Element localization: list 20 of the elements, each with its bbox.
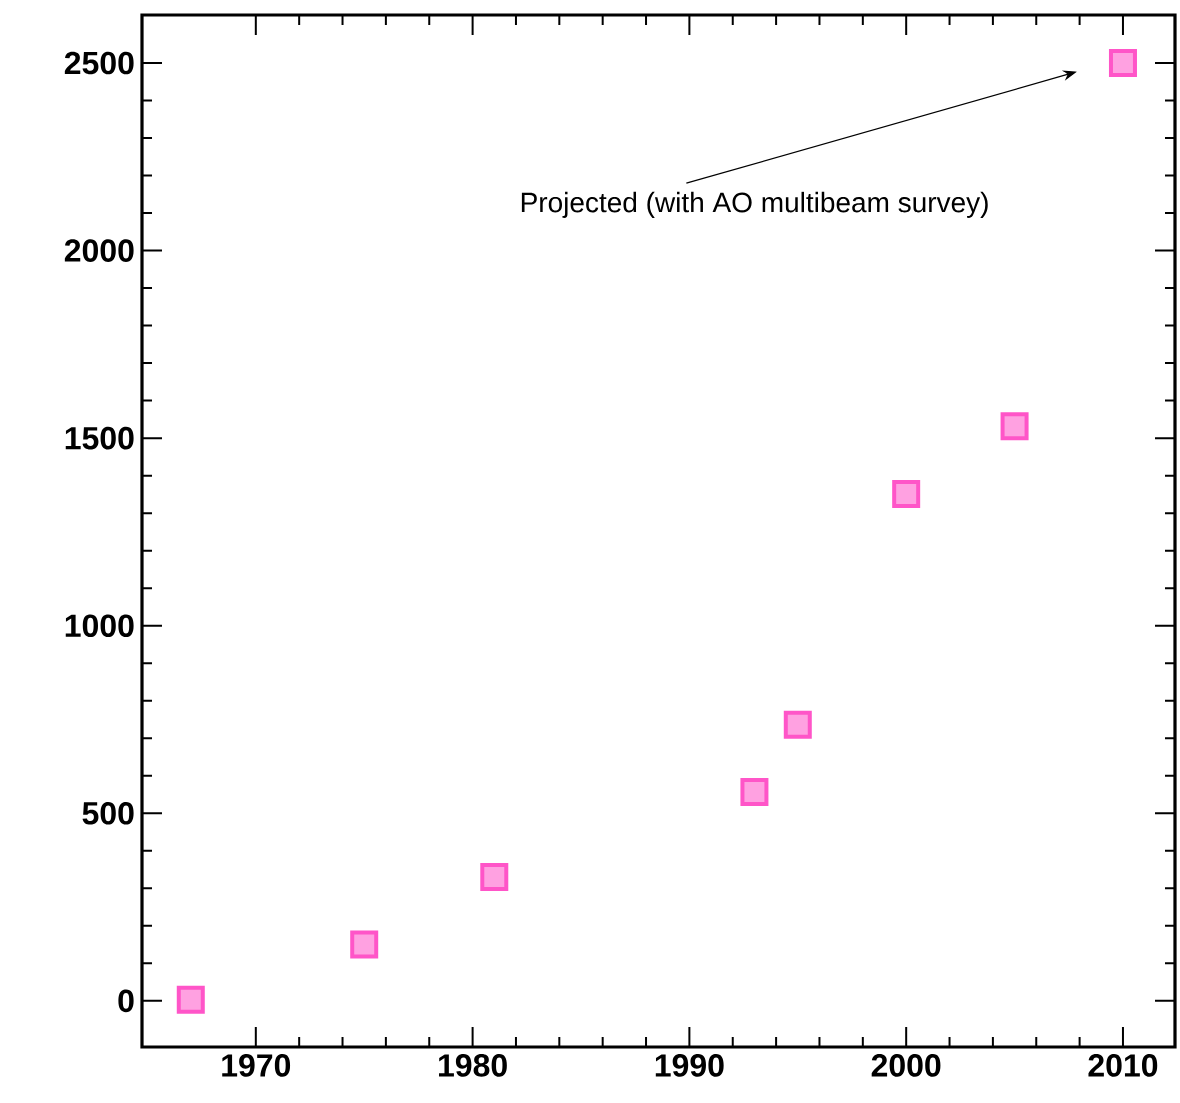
- y-tick-label: 2500: [64, 51, 134, 75]
- x-tick-label: 1970: [222, 1054, 291, 1077]
- y-tick-label: 0: [118, 989, 134, 1013]
- x-tick-label: 1980: [439, 1054, 507, 1077]
- point: [480, 863, 509, 892]
- y-tick-label: 1500: [65, 426, 134, 450]
- point: [350, 930, 379, 959]
- y-tick-label: 2000: [64, 239, 134, 262]
- x-tick-label: 1990: [655, 1054, 724, 1077]
- y-tick-label: 1000: [65, 614, 134, 638]
- point: [1108, 49, 1137, 78]
- point: [783, 710, 812, 739]
- point: [176, 985, 205, 1014]
- point: [740, 777, 769, 806]
- y-tick-label: 500: [82, 801, 134, 825]
- point: [892, 480, 921, 509]
- x-tick-label: 2010: [1088, 1054, 1158, 1077]
- annotation: Projected (with AO multibeam survey): [521, 191, 988, 218]
- x-tick-label: 2000: [871, 1054, 941, 1077]
- point: [1000, 412, 1029, 441]
